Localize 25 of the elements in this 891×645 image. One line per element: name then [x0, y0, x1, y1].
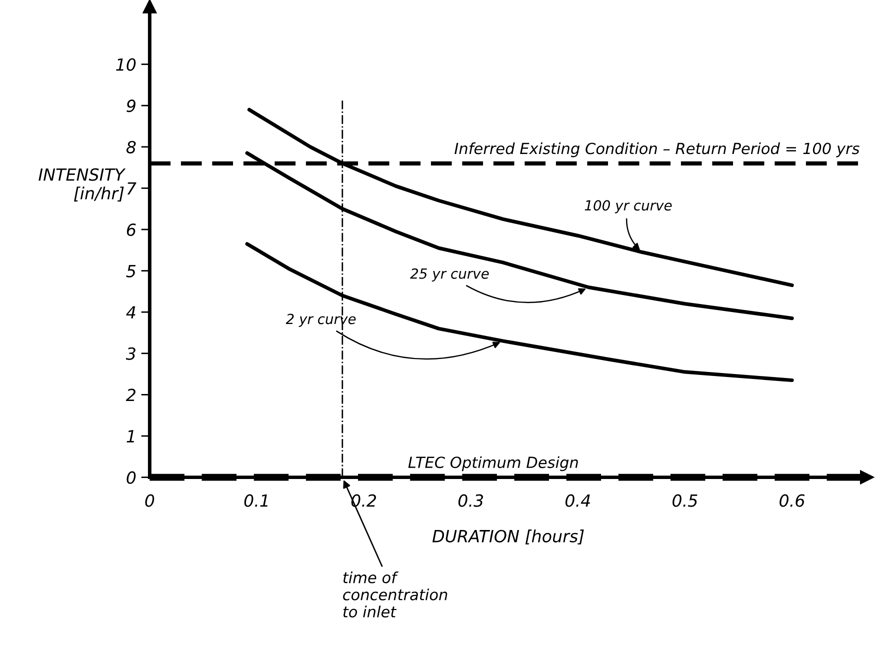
y-tick-label: 0: [126, 471, 136, 484]
y-tick-label: 8: [126, 140, 136, 154]
y-tick-label: 3: [126, 347, 136, 360]
series-label: 100 yr curve: [584, 200, 672, 214]
annotation: Inferred Existing Condition – Return Period = 100 yrs: [454, 142, 860, 158]
x-tick-label: 0.4: [565, 494, 590, 507]
y-tick-label: 9: [126, 100, 136, 112]
y-tick-label: 5: [126, 264, 136, 278]
x-tick-label: 0.3: [458, 494, 484, 507]
y-axis-title: INTENSITY [in/hr]: [38, 168, 126, 202]
series-label: 25 yr curve: [410, 268, 489, 282]
y-tick-label: 6: [126, 223, 136, 236]
y-tick-label: 1: [126, 430, 134, 442]
y-tick-label: 10: [116, 58, 136, 71]
x-tick-label: 0.6: [780, 494, 805, 507]
x-tick-label: 0.5: [672, 494, 698, 507]
series-label: 2 yr curve: [286, 314, 356, 327]
x-tick-label: 0.1: [244, 494, 268, 507]
y-tick-label: 2: [126, 388, 136, 402]
ref-line-label: LTEC Optimum Design: [408, 456, 578, 472]
ref-line-label: time of concentration to inlet: [343, 571, 448, 618]
x-tick-label: 0: [145, 494, 154, 507]
y-tick-label: 4: [126, 306, 136, 318]
y-tick-label: 7: [127, 182, 136, 195]
x-axis-title: DURATION [hours]: [432, 530, 584, 544]
